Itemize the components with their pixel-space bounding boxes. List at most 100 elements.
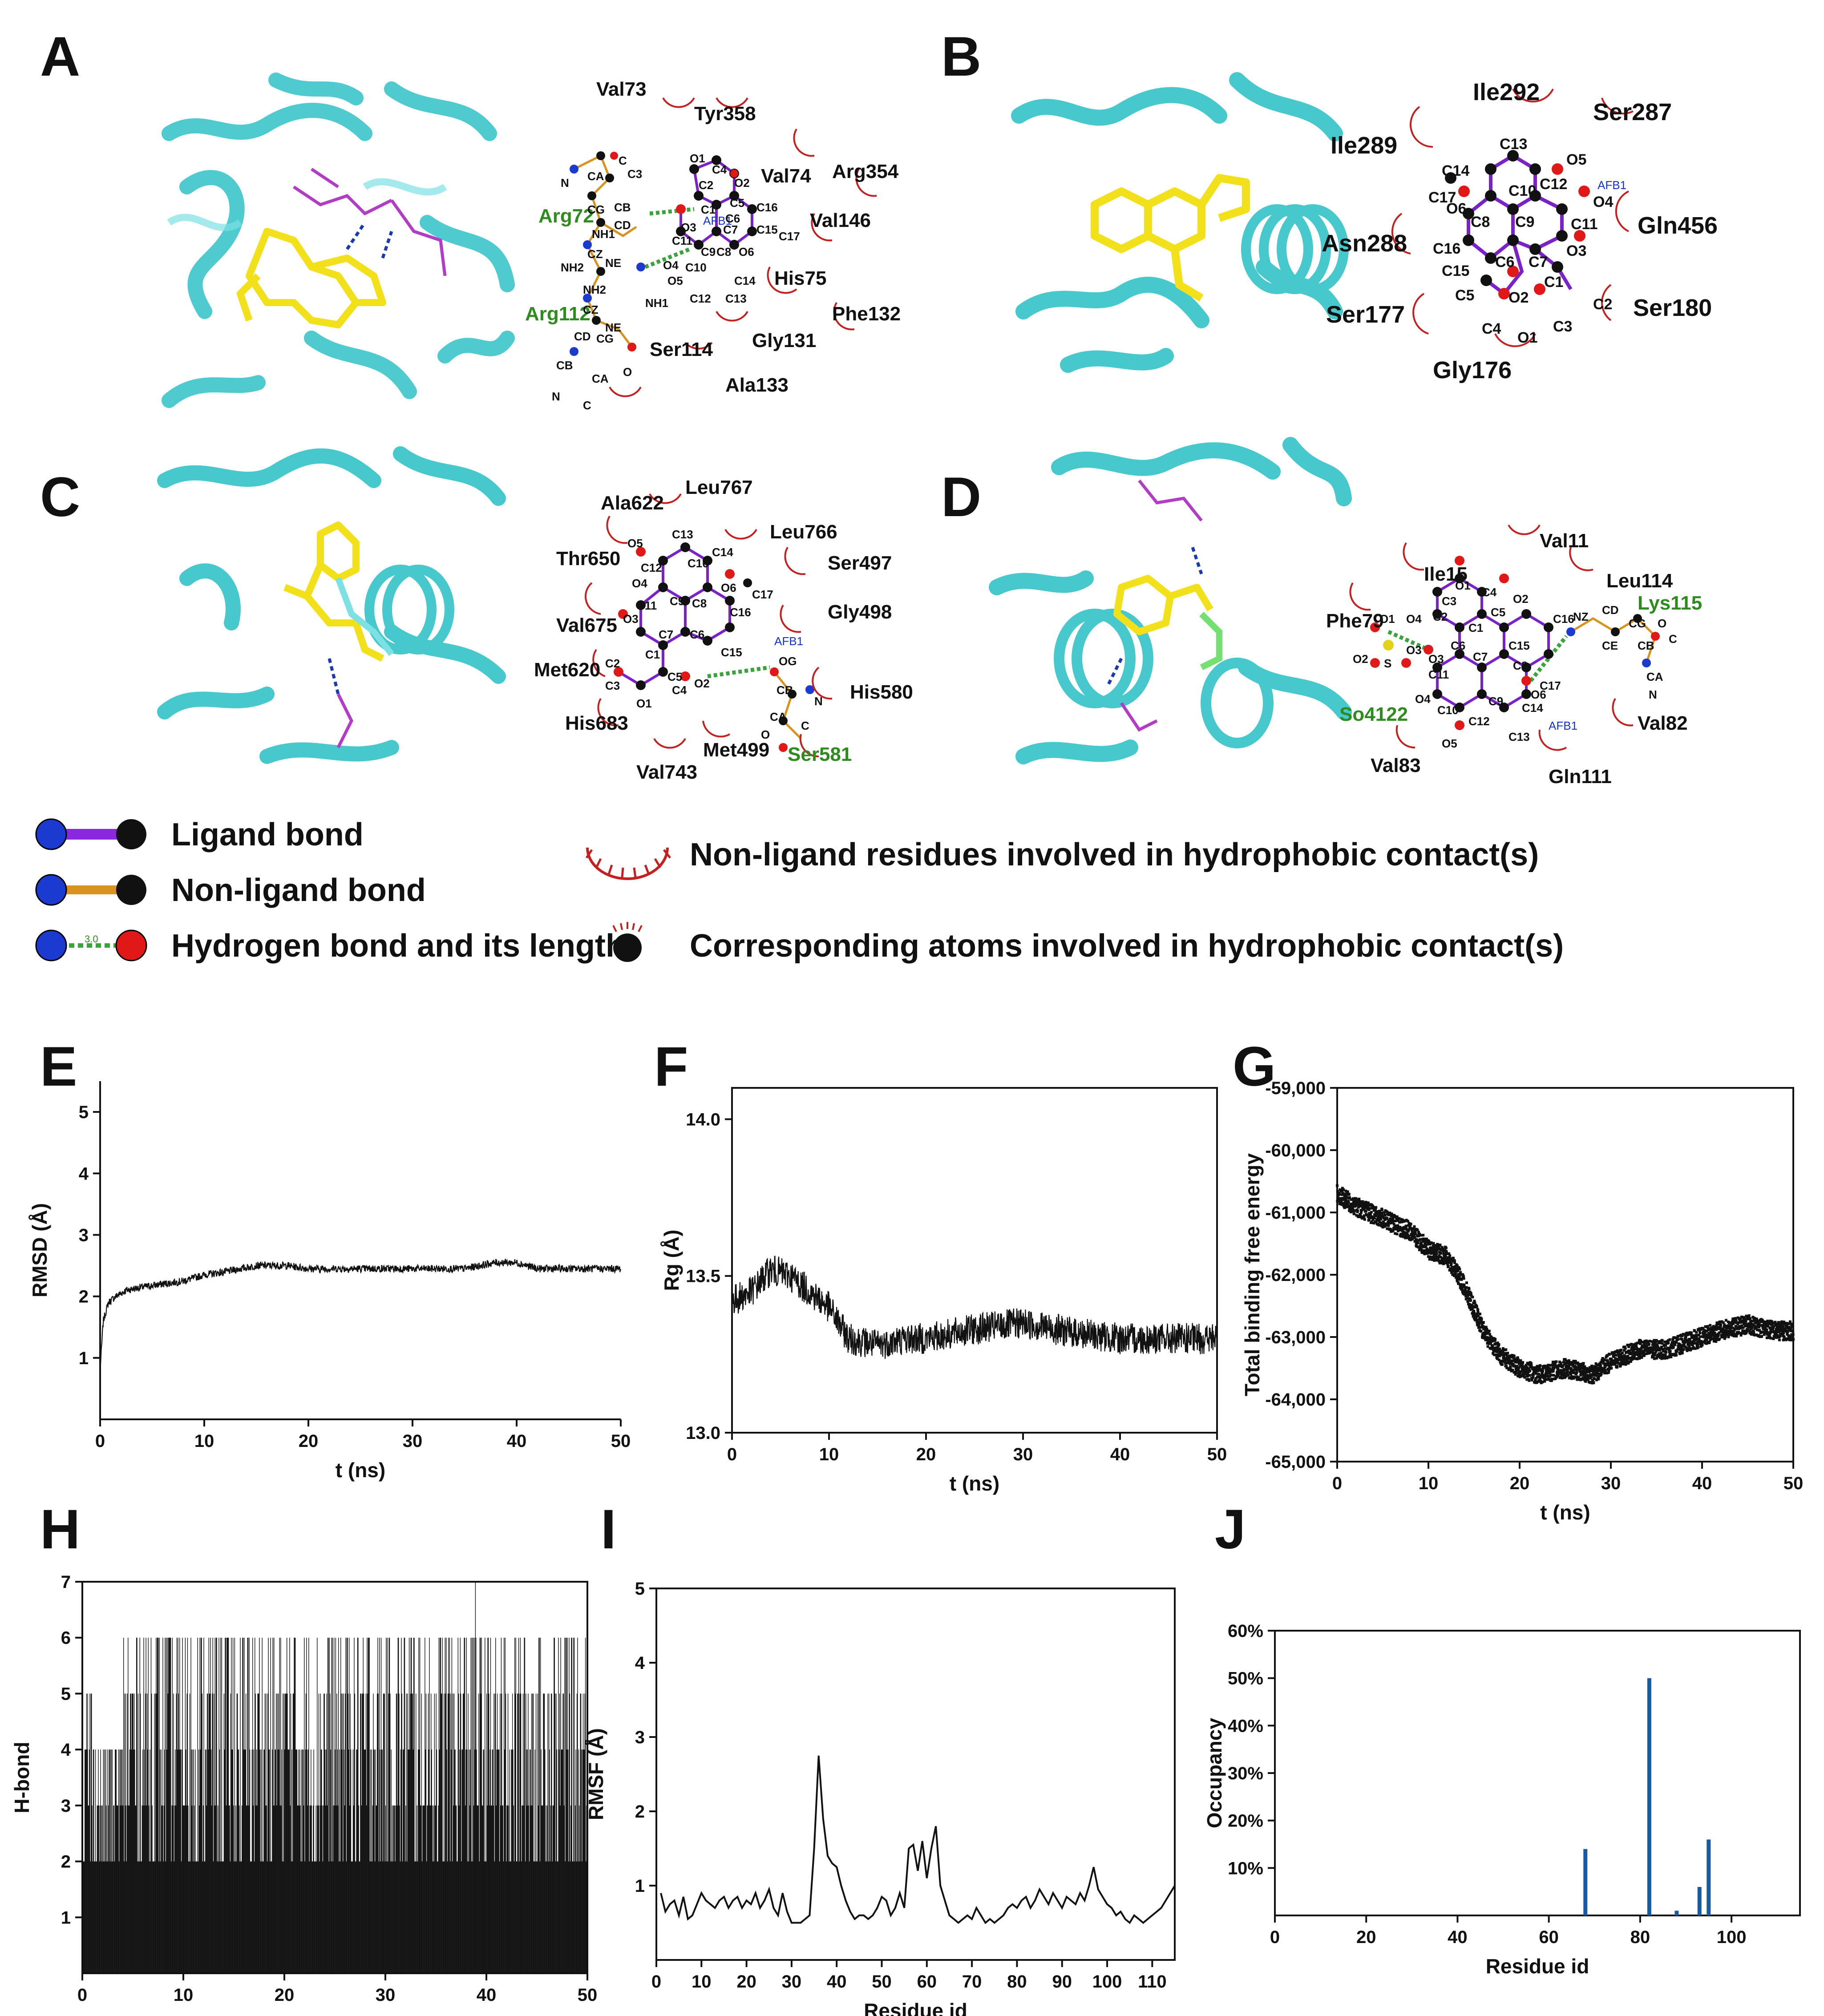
atom-label: C6 [690,628,704,641]
data-point [1425,1249,1428,1252]
atom-label: C7 [1473,650,1488,663]
data-point [1548,1367,1551,1370]
atom-label: C5 [1491,606,1505,619]
data-point [1619,1362,1622,1366]
data-point [1557,1374,1560,1378]
x-tick-label: 60 [1539,1927,1559,1947]
panel-label-d: D [941,466,981,528]
data-point [1563,1374,1566,1377]
data-point [1790,1338,1793,1341]
data-point [1411,1231,1414,1234]
data-point [1722,1321,1725,1324]
data-point [1707,1336,1710,1339]
data-point [1512,1365,1515,1368]
atom-label: C13 [725,292,747,305]
data-point [1590,1375,1593,1378]
data-point [1676,1348,1679,1351]
data-point [1719,1321,1722,1325]
data-point [1412,1228,1416,1231]
atom-label: CE [1602,639,1618,652]
data-point [1473,1305,1476,1309]
data-point [1560,1369,1563,1372]
atom-label: C12 [690,292,711,305]
legend: Ligand bond Non-ligand bond 3.0 Hydrogen… [35,817,1564,964]
data-point [1537,1368,1541,1371]
data-point [1416,1228,1419,1232]
atom-label: S [1384,657,1391,670]
res-label: Ala133 [725,374,789,396]
data-point [1530,1364,1533,1367]
data-point [1675,1353,1678,1357]
data-point [1625,1350,1628,1353]
data-point [1375,1206,1378,1209]
y-tick-label: -61,000 [1265,1203,1326,1223]
data-point [1681,1334,1684,1337]
data-point [1517,1358,1520,1361]
data-point [1530,1362,1533,1366]
data-point [1638,1352,1641,1355]
atom-label: C4 [1482,320,1501,337]
y-tick-label: 7 [61,1572,71,1592]
data-point [1411,1237,1414,1240]
data-point [1360,1211,1363,1214]
ligand-code: AFB1 [1598,178,1626,192]
data-point [1695,1331,1698,1334]
data-point [1761,1330,1764,1333]
data-point [1582,1368,1585,1371]
data-point [1686,1348,1690,1351]
data-point [1422,1234,1425,1237]
occupancy-bar [1647,1678,1651,1915]
data-point [1764,1323,1767,1326]
x-tick-label: 70 [962,1972,982,1992]
data-point [1463,1285,1466,1288]
data-point [1676,1335,1679,1338]
data-point [1718,1331,1721,1334]
data-point [1342,1188,1345,1191]
data-point [1667,1341,1670,1344]
data-point [1710,1332,1713,1335]
data-point [1691,1342,1695,1345]
data-point [1543,1380,1546,1383]
data-point [1407,1228,1411,1231]
data-point [1537,1375,1540,1378]
data-point [1372,1222,1375,1225]
data-point [1428,1258,1431,1261]
res-label: His580 [850,681,913,703]
data-point [1594,1362,1598,1365]
x-tick-label: 50 [578,1985,598,2005]
atom-label: C11 [636,599,657,612]
data-point [1771,1321,1774,1324]
data-point [1762,1327,1765,1330]
data-point [1436,1249,1439,1252]
data-point [1441,1260,1444,1263]
data-point [1694,1339,1697,1342]
atom-label: C12 [1540,176,1567,193]
data-point [1705,1330,1708,1333]
data-point [1725,1327,1728,1330]
data-point [1715,1326,1719,1329]
data-point [1459,1271,1462,1274]
data-point [1348,1196,1351,1199]
data-point [1466,1293,1469,1296]
data-point [1464,1289,1467,1292]
data-point [1391,1218,1394,1221]
data-point [1771,1324,1774,1327]
data-point [1338,1191,1341,1194]
data-point [1573,1375,1576,1378]
data-point [1451,1267,1454,1270]
data-point [1476,1315,1480,1318]
data-point [1717,1334,1720,1337]
ligand-code: AFB1 [1549,719,1577,732]
data-point [1442,1247,1445,1250]
data-point [1433,1244,1436,1247]
data-point [1656,1344,1659,1347]
data-point [1541,1381,1544,1384]
data-point [1537,1373,1540,1376]
data-point [1510,1361,1513,1364]
data-point [1505,1365,1508,1368]
data-point [1451,1260,1454,1263]
atom-label: O [761,728,770,741]
chart-j: 0 20 40 60 80 100 10% 20% 30% 40% 50% 60% Residue id… [1203,1621,1801,1978]
data-point [1646,1348,1649,1351]
data-point [1367,1218,1371,1221]
